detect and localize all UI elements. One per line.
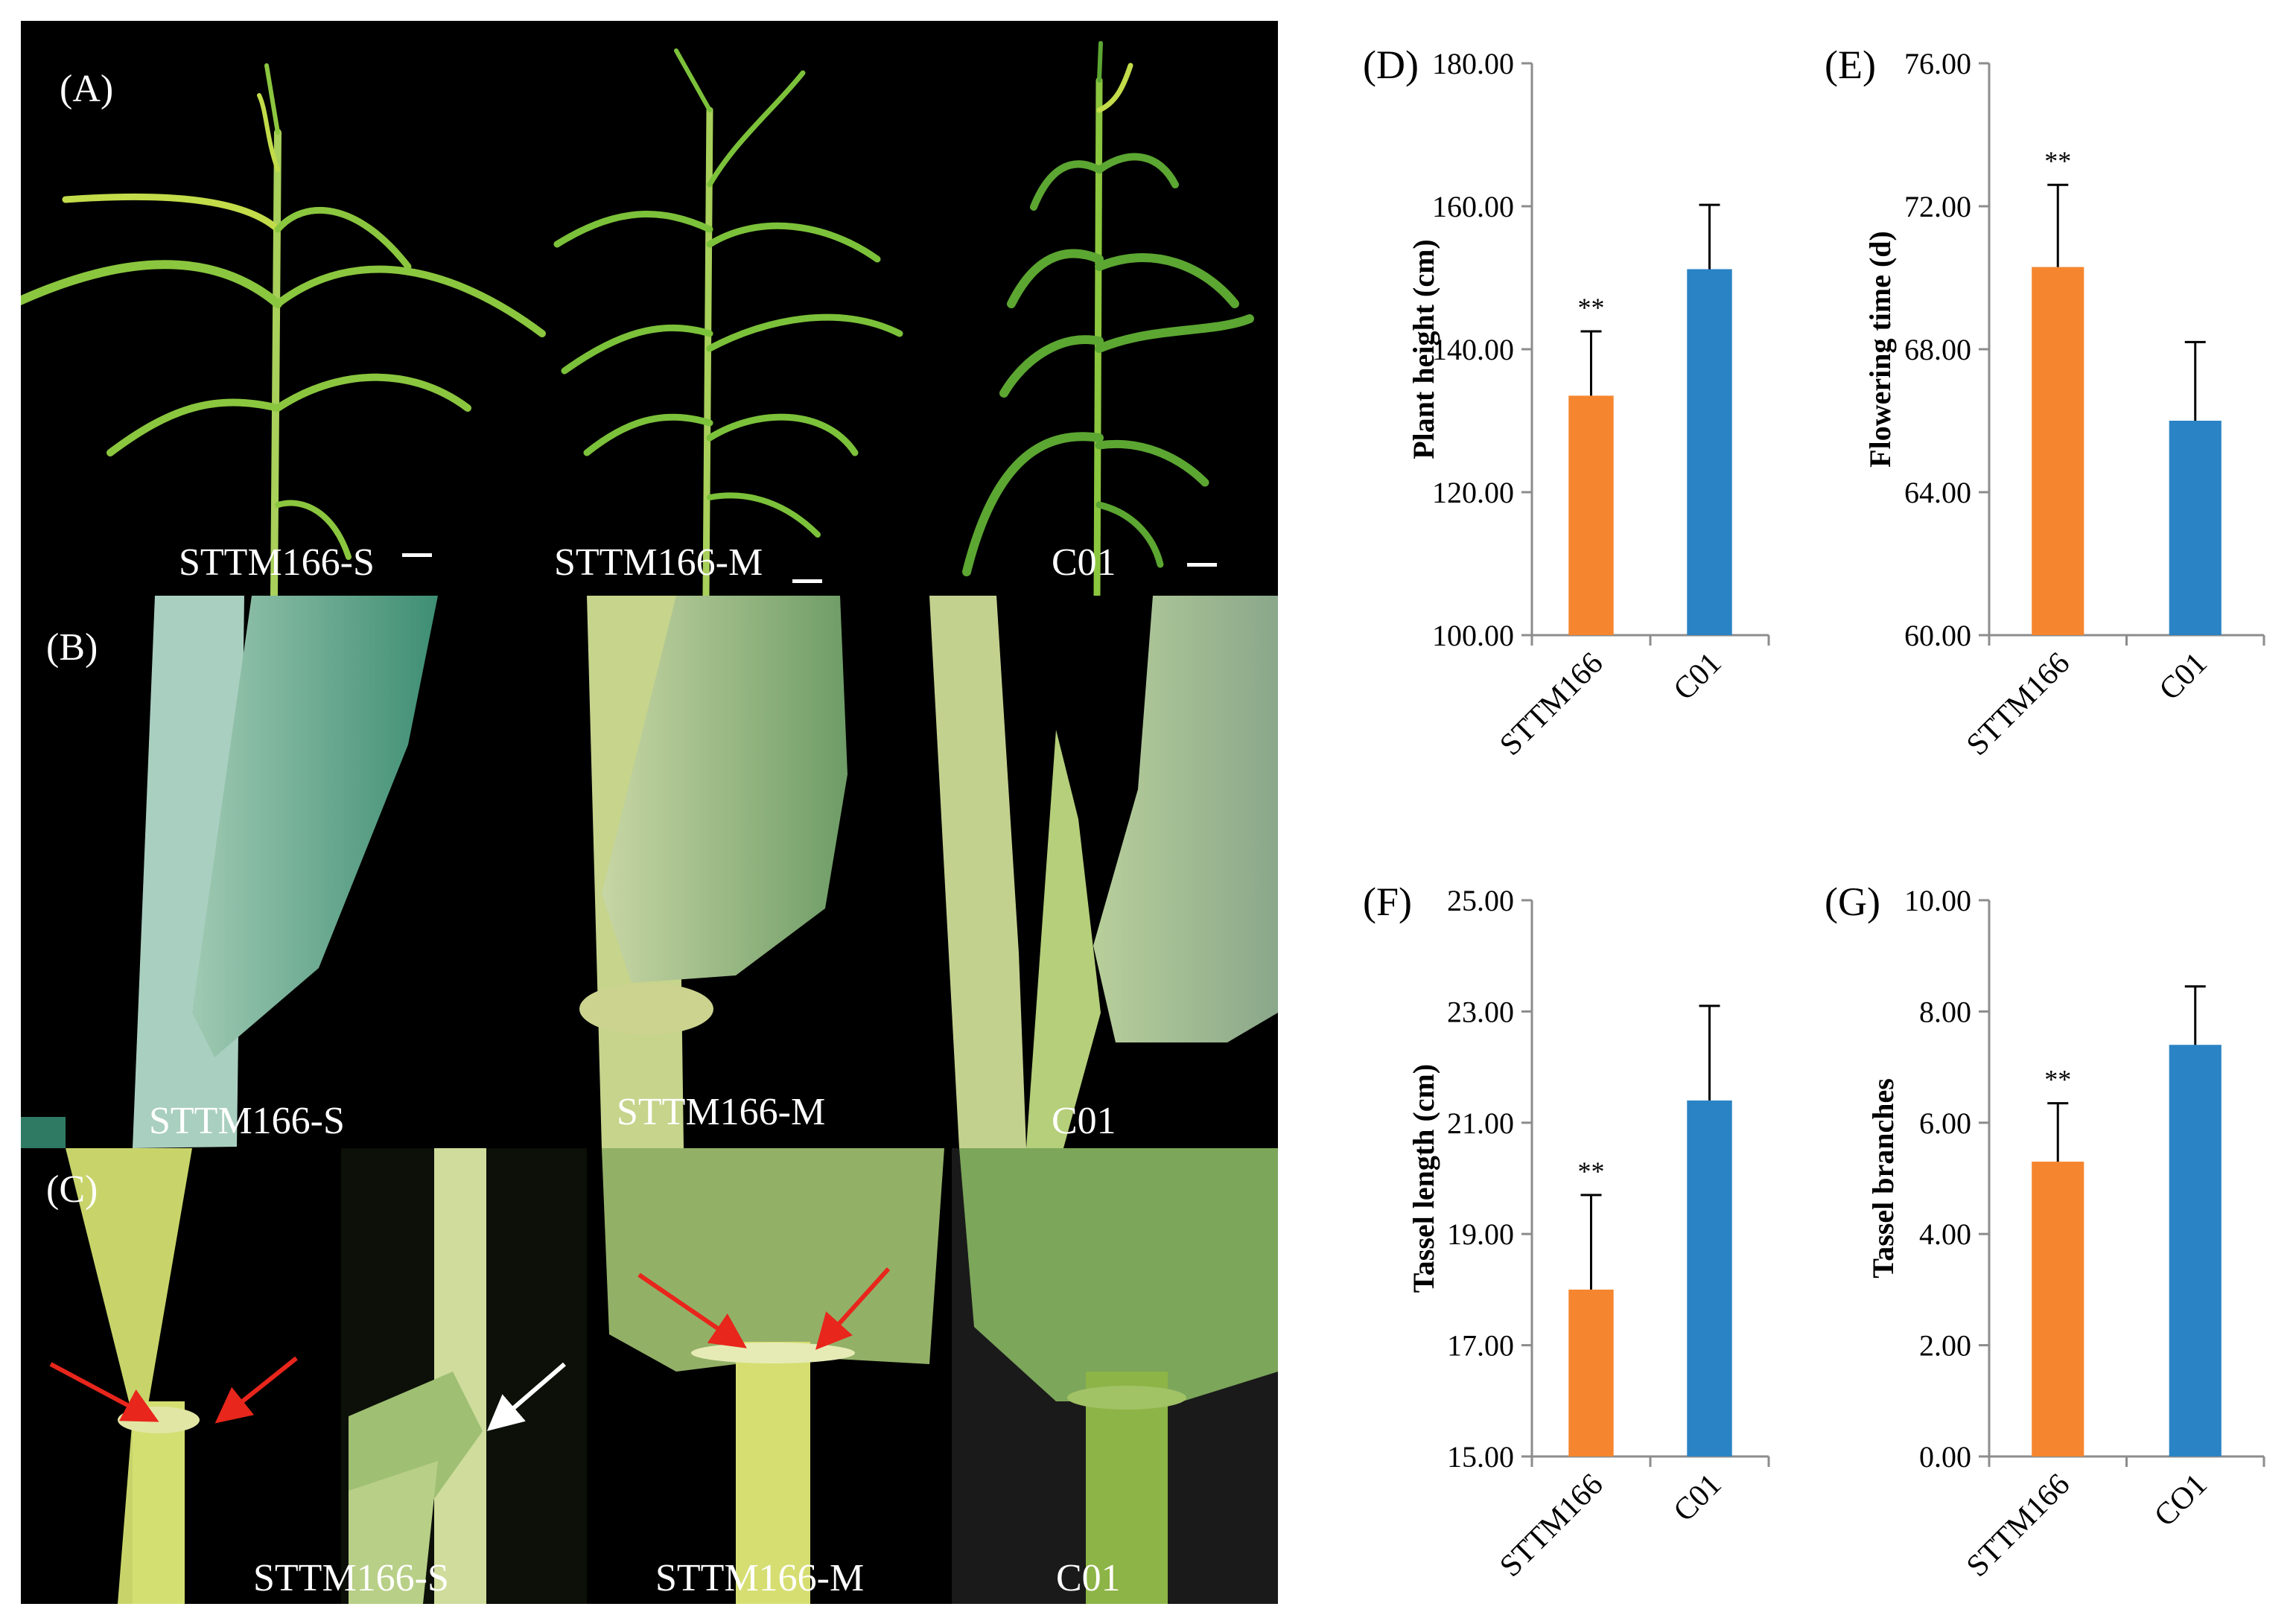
y-tick-label: 76.00 bbox=[1904, 47, 1971, 80]
y-tick-label: 140.00 bbox=[1432, 333, 1514, 366]
x-tick-label: STTM166 bbox=[1493, 1468, 1609, 1584]
y-tick-label: 120.00 bbox=[1432, 476, 1514, 509]
caption-sttm166-m: STTM166-M bbox=[554, 541, 763, 584]
caption-c01: C01 bbox=[1052, 1100, 1116, 1142]
y-tick-label: 21.00 bbox=[1447, 1106, 1514, 1140]
y-tick-label: 60.00 bbox=[1904, 619, 1971, 652]
caption-c01: C01 bbox=[1052, 541, 1116, 584]
bar-c01 bbox=[2169, 421, 2222, 635]
y-tick-label: 64.00 bbox=[1904, 476, 1971, 509]
panel-label-b: (B) bbox=[46, 626, 98, 669]
significance-mark: ** bbox=[2044, 146, 2071, 176]
y-axis-label: Plant height (cm) bbox=[1407, 239, 1440, 459]
x-tick-label: C01 bbox=[2153, 646, 2214, 707]
x-tick-label: C01 bbox=[1667, 646, 1729, 707]
panel-label: (D) bbox=[1363, 42, 1419, 87]
caption-sttm166-m: STTM166-M bbox=[655, 1557, 865, 1599]
y-tick-label: 8.00 bbox=[1919, 995, 1971, 1028]
scale-bar bbox=[1187, 563, 1217, 567]
x-tick-label: STTM166 bbox=[1493, 646, 1609, 762]
photo-panel-c: (C) STTM166-S STTM166-M C01 bbox=[21, 1148, 1278, 1604]
y-tick-label: 23.00 bbox=[1447, 995, 1514, 1028]
caption-sttm166-s: STTM166-S bbox=[149, 1100, 345, 1142]
y-tick-label: 68.00 bbox=[1904, 333, 1971, 366]
photo-panel-b: (B) STTM166-S STTM166-M C01 bbox=[21, 596, 1278, 1148]
ligule-image-c01 bbox=[952, 1148, 1278, 1604]
bar-chart-tassel-branches: (G) 0.00 2.00 4.00 6.00 8.00 10.00 Tassel branc… bbox=[1772, 849, 2293, 1624]
y-tick-label: 17.00 bbox=[1447, 1329, 1514, 1363]
bar-sttm166 bbox=[1568, 1289, 1614, 1456]
y-tick-label: 10.00 bbox=[1904, 884, 1971, 917]
panel-label: (G) bbox=[1825, 879, 1880, 924]
panel-label: (F) bbox=[1363, 879, 1412, 924]
bar-c01 bbox=[1687, 1100, 1732, 1456]
y-axis-label: Flowering time (d) bbox=[1863, 231, 1897, 468]
bar-c01 bbox=[1687, 269, 1732, 635]
y-tick-label: 25.00 bbox=[1447, 884, 1514, 917]
y-tick-label: 2.00 bbox=[1919, 1329, 1971, 1363]
bar-sttm166 bbox=[2032, 1162, 2084, 1456]
y-axis-label: Tassel length (cm) bbox=[1407, 1064, 1440, 1293]
panel-label-a: (A) bbox=[60, 68, 114, 110]
y-tick-label: 180.00 bbox=[1432, 47, 1514, 80]
plant-image-c01 bbox=[962, 41, 1254, 596]
bar-chart-tassel-length: (F) 15.00 17.00 19.00 21.00 23.00 25.00 Tassel … bbox=[1296, 849, 1772, 1624]
significance-mark: ** bbox=[1578, 293, 1605, 322]
scale-bar bbox=[402, 553, 432, 557]
bar-chart-plant-height: (D) 100.00 120.00 140.00 160.00 180.00 Plant h… bbox=[1296, 0, 1772, 812]
y-tick-label: 4.00 bbox=[1919, 1217, 1971, 1251]
bar-sttm166 bbox=[2032, 267, 2084, 635]
plant-image-sttm166-m bbox=[553, 48, 903, 596]
caption-sttm166-s: STTM166-S bbox=[253, 1557, 449, 1599]
y-axis-label: Tassel branches bbox=[1866, 1078, 1900, 1278]
y-tick-label: 15.00 bbox=[1447, 1440, 1514, 1474]
x-tick-label: STTM166 bbox=[1960, 1468, 2076, 1584]
y-tick-label: 0.00 bbox=[1919, 1440, 1971, 1474]
ligule-image-sttm166-s bbox=[66, 1148, 200, 1604]
y-tick-label: 100.00 bbox=[1432, 619, 1514, 652]
bar-chart-flowering-time: (E) 60.00 64.00 68.00 72.00 76.00 Flowering ti… bbox=[1772, 0, 2293, 812]
ligule-image-sttm166-m bbox=[587, 1148, 959, 1604]
bar-co1 bbox=[2169, 1045, 2222, 1456]
y-tick-label: 160.00 bbox=[1432, 190, 1514, 223]
red-arrow-icon bbox=[49, 1267, 891, 1431]
y-tick-label: 6.00 bbox=[1919, 1106, 1971, 1140]
bar-sttm166 bbox=[1568, 395, 1614, 635]
panel-label-c: (C) bbox=[46, 1168, 98, 1211]
leaf-sheath-image-sttm166-s bbox=[21, 596, 438, 1148]
caption-c01: C01 bbox=[1056, 1557, 1121, 1599]
x-tick-label: CO1 bbox=[2148, 1468, 2214, 1534]
scale-bar bbox=[792, 579, 822, 583]
y-tick-label: 19.00 bbox=[1447, 1217, 1514, 1251]
caption-sttm166-m: STTM166-M bbox=[617, 1091, 826, 1133]
photo-panel-a: (A) STTM166-S STTM166-M C01 bbox=[21, 21, 1278, 596]
significance-mark: ** bbox=[1578, 1156, 1605, 1186]
plant-image-sttm166-s bbox=[21, 63, 546, 596]
panel-label: (E) bbox=[1825, 42, 1876, 87]
y-tick-label: 72.00 bbox=[1904, 190, 1971, 223]
leaf-sheath-image-c01 bbox=[929, 596, 1278, 1148]
x-tick-label: STTM166 bbox=[1960, 646, 2076, 762]
x-tick-label: C01 bbox=[1667, 1468, 1729, 1529]
caption-sttm166-s: STTM166-S bbox=[179, 541, 375, 584]
leaf-sheath-image-sttm166-m bbox=[579, 596, 847, 1148]
significance-mark: ** bbox=[2044, 1065, 2071, 1095]
